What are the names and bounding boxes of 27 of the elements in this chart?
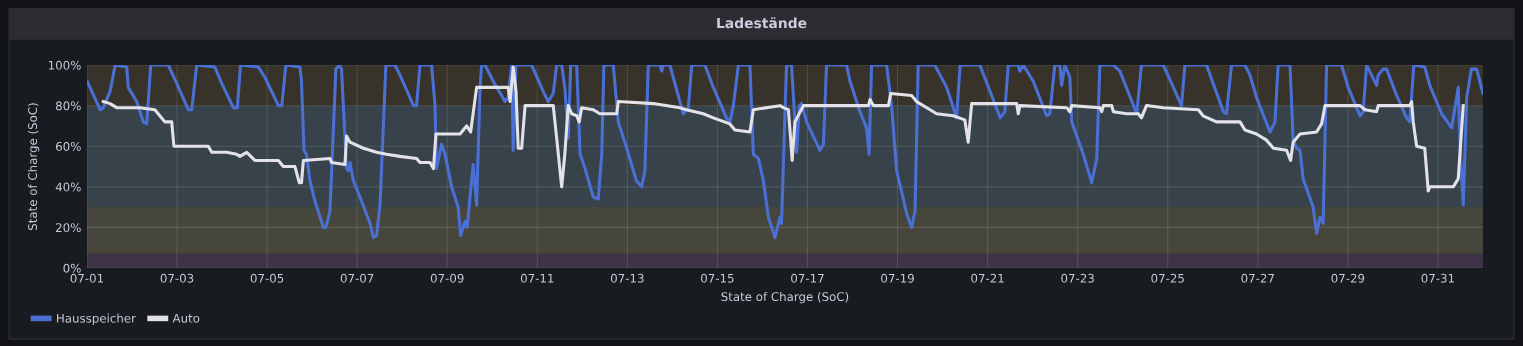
chart-title: Ladestände	[717, 17, 807, 29]
y-axis-title: State of Charge (SoC)	[27, 103, 40, 230]
y-tick-label: 0%	[63, 263, 81, 273]
x-tick-label: 07-31	[1421, 273, 1454, 283]
x-tick-label: 07-13	[610, 273, 644, 283]
x-tick-label: 07-01	[70, 273, 104, 283]
legend-label: Auto	[172, 313, 200, 323]
x-tick-label: 07-19	[881, 273, 914, 283]
x-axis-title: State of Charge (SoC)	[721, 291, 849, 304]
x-tick-label: 07-25	[1151, 273, 1184, 283]
y-tick-label: 40%	[55, 182, 81, 192]
legend-label: Hausspeicher	[57, 313, 136, 325]
y-tick-label: 20%	[56, 223, 81, 233]
x-tick-label: 07-05	[250, 273, 284, 283]
x-tick-label: 07-09	[430, 273, 464, 283]
x-tick-label: 07-27	[1241, 273, 1274, 283]
x-tick-label: 07-29	[1331, 273, 1365, 283]
x-tick-label: 07-15	[701, 273, 734, 283]
y-tick-label: 100%	[48, 60, 81, 70]
x-tick-label: 07-17	[791, 273, 824, 283]
y-tick-label: 80%	[55, 101, 81, 111]
y-tick-label: 60%	[55, 141, 81, 151]
x-tick-label: 07-07	[340, 273, 374, 283]
x-tick-label: 07-21	[971, 273, 1004, 283]
x-tick-label: 07-11	[520, 273, 554, 283]
x-tick-label: 07-23	[1061, 273, 1094, 283]
x-tick-label: 07-03	[160, 273, 194, 283]
